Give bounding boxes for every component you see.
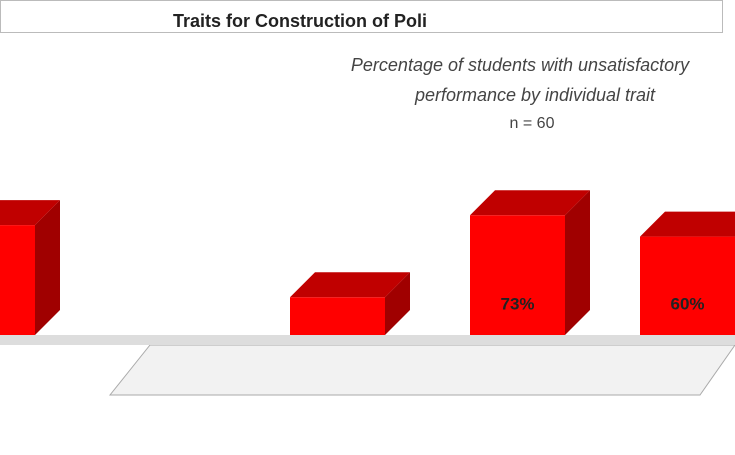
chart-title: Traits for Construction of Poli bbox=[173, 11, 427, 31]
bar-top bbox=[640, 211, 735, 237]
bar bbox=[0, 225, 35, 335]
bar-top bbox=[290, 272, 410, 298]
value-label: 73% bbox=[500, 294, 534, 313]
subtitle-line-2: performance by individual trait bbox=[414, 85, 656, 105]
bar bbox=[290, 297, 385, 335]
bar-top bbox=[0, 200, 60, 226]
bar-side bbox=[565, 190, 590, 335]
subtitle-group: Percentage of students with unsatisfacto… bbox=[351, 55, 690, 105]
bar-top bbox=[470, 190, 590, 216]
bars: 73% 60% bbox=[0, 190, 735, 335]
bar-side bbox=[35, 200, 60, 335]
sample-size: n = 60 bbox=[510, 115, 555, 132]
bar bbox=[640, 236, 735, 335]
title-frame bbox=[0, 0, 723, 33]
floor-edge bbox=[0, 335, 735, 345]
value-label: 60% bbox=[670, 294, 704, 313]
bar bbox=[470, 215, 565, 335]
subtitle-line-1: Percentage of students with unsatisfacto… bbox=[351, 55, 690, 75]
floor bbox=[108, 344, 735, 396]
bar-side bbox=[385, 272, 410, 335]
